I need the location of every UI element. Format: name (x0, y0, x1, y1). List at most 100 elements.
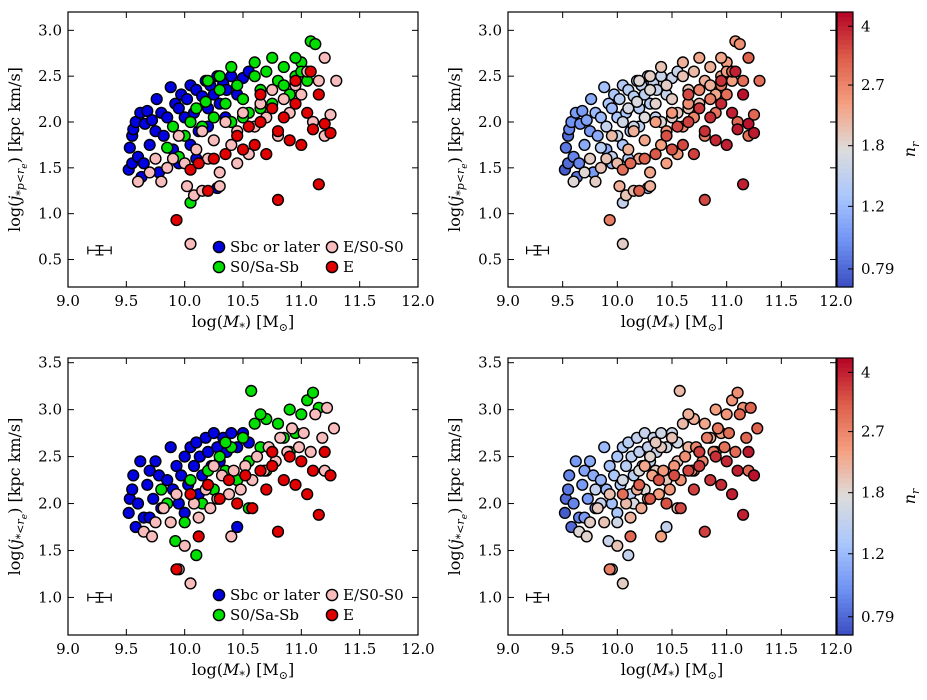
data-point (175, 469, 188, 482)
error-bar (87, 245, 112, 256)
data-point (222, 474, 236, 487)
colorbar-segment (837, 89, 853, 96)
data-point (213, 450, 226, 463)
colorbar-segment (837, 408, 853, 414)
data-point (316, 431, 329, 444)
colorbar-segment (837, 254, 853, 261)
data-point (190, 143, 203, 156)
data-point (633, 478, 646, 491)
data-point (729, 65, 742, 78)
colorbar-segment (837, 413, 853, 419)
data-point (580, 530, 593, 543)
data-point (289, 478, 302, 491)
colorbar-segment (837, 473, 853, 479)
colorbar-segment (837, 445, 853, 451)
data-point (704, 111, 717, 124)
data-point (733, 37, 746, 51)
data-point (161, 111, 174, 124)
data-point (277, 111, 290, 124)
colorbar-frame (836, 357, 854, 636)
data-point (239, 469, 252, 482)
data-point (213, 70, 226, 83)
data-point (324, 126, 337, 140)
x-tick-label: 9.5 (551, 640, 575, 658)
colorbar-segment (837, 441, 853, 447)
y-tick-label: 1.5 (478, 541, 502, 559)
x-tick-label: 10.5 (655, 292, 688, 310)
data-point (184, 115, 197, 129)
colorbar: 4 2.7 1.8 1.2 0.79 nr (836, 357, 922, 636)
colorbar-segment (837, 514, 853, 521)
data-point (219, 97, 232, 110)
data-point (254, 115, 267, 129)
x-tick-label: 11.0 (285, 292, 318, 310)
x-tick-label: 9.5 (551, 292, 575, 310)
colorbar-segment (837, 427, 853, 433)
colorbar-segment (837, 122, 853, 128)
colorbar-segment (837, 621, 853, 627)
data-point (149, 152, 162, 165)
colorbar-tick-label: 1.2 (861, 197, 885, 215)
x-tick-label: 10.5 (226, 292, 259, 310)
data-point (624, 511, 637, 524)
data-point (611, 516, 624, 529)
y-tick-label: 2.5 (38, 448, 62, 466)
x-tick-label: 9.5 (114, 292, 138, 310)
data-point (145, 530, 159, 543)
x-axis-label: log(M*) [M⊙] (621, 660, 724, 682)
data-point (304, 445, 317, 459)
y-axis-label: log(j*p<re) [kpc km/s] (445, 67, 470, 232)
data-point (236, 431, 250, 444)
colorbar-tick-label: 0.79 (861, 260, 894, 278)
data-point (594, 141, 608, 154)
data-point (624, 530, 637, 543)
data-point (643, 492, 657, 505)
data-point (301, 488, 314, 501)
data-point (671, 120, 684, 133)
data-point (271, 417, 285, 430)
data-point (234, 483, 247, 496)
data-point (682, 408, 695, 421)
colorbar-segment (837, 551, 853, 558)
data-point (271, 525, 285, 538)
colorbar-segment (837, 381, 853, 387)
data-point (283, 403, 296, 416)
y-axis-label: log(j*<re) [kpc km/s] (5, 418, 30, 576)
data-point (285, 422, 299, 435)
x-tick-label: 10.0 (168, 292, 201, 310)
data-point (722, 427, 736, 440)
x-tick-label: 10.5 (226, 640, 259, 658)
colorbar-tick-label: 1.8 (861, 137, 885, 155)
x-tick-label: 10.5 (655, 640, 688, 658)
data-point (567, 497, 580, 510)
colorbar-segment (837, 607, 853, 613)
colorbar-segment (837, 399, 853, 405)
data-point (330, 74, 343, 87)
data-point (145, 114, 159, 127)
data-point (295, 88, 308, 101)
data-point (605, 129, 619, 142)
data-point (643, 70, 657, 83)
colorbar-segment (837, 57, 853, 64)
data-point (578, 138, 591, 152)
colorbar-segment (837, 199, 853, 206)
legend-marker (212, 260, 226, 274)
y-tick-label: 1.0 (478, 588, 502, 606)
x-tick-label: 9.5 (114, 640, 138, 658)
colorbar-segment (837, 450, 853, 456)
data-point (616, 115, 629, 129)
y-tick-label: 2.0 (38, 495, 62, 513)
legend-marker (325, 588, 339, 602)
colorbar-segment (837, 404, 853, 410)
data-point (184, 163, 197, 176)
scatter-points (558, 35, 766, 251)
data-point (192, 530, 205, 543)
y-tick-label: 2.0 (478, 113, 502, 131)
data-point (744, 401, 757, 414)
data-point (616, 474, 629, 487)
data-point (704, 92, 717, 106)
data-point (231, 79, 244, 92)
data-point (283, 450, 296, 463)
y-tick-label: 1.0 (478, 205, 502, 223)
